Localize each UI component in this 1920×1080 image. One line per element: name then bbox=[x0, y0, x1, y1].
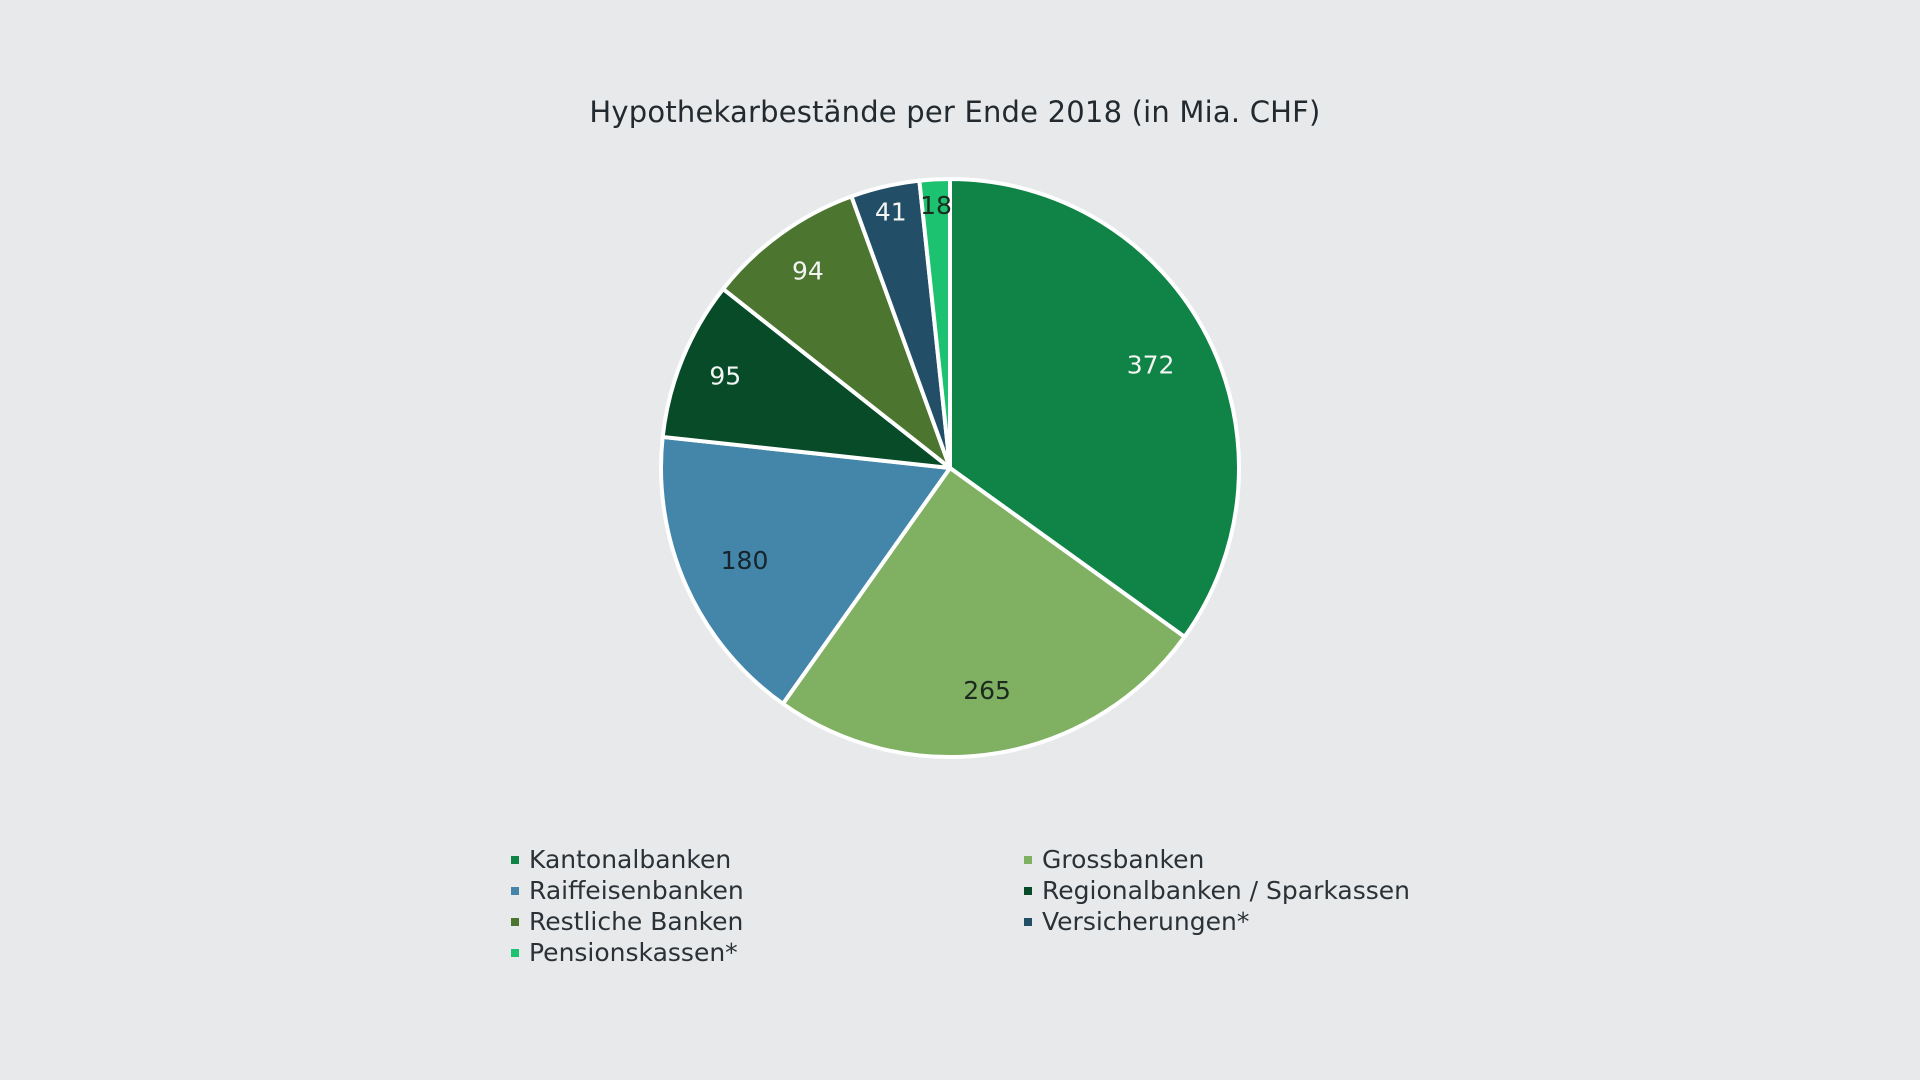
legend-label: Kantonalbanken bbox=[529, 845, 732, 874]
pie-label-restliche-banken: 94 bbox=[792, 257, 824, 286]
legend-swatch bbox=[511, 948, 519, 957]
legend-label: Grossbanken bbox=[1042, 845, 1205, 874]
legend-label: Restliche Banken bbox=[529, 907, 744, 936]
pie-slice-pensionskassen bbox=[917, 177, 952, 470]
pie-slice-regionalbanken-sparkassen bbox=[660, 286, 952, 470]
pie-slices bbox=[659, 177, 1241, 759]
pie-label-pensionskassen: 18 bbox=[920, 191, 952, 220]
legend-label: Pensionskassen* bbox=[529, 938, 738, 967]
legend-swatch bbox=[511, 855, 519, 864]
pie-label-regionalbanken-sparkassen: 95 bbox=[709, 362, 741, 391]
pie-slice-raiffeisenbanken bbox=[659, 434, 952, 706]
pie-label-kantonalbanken: 372 bbox=[1127, 351, 1175, 380]
legend-item-versicherungen: Versicherungen* bbox=[1024, 907, 1249, 936]
pie-label-grossbanken: 265 bbox=[963, 676, 1011, 705]
pie-slice-grossbanken bbox=[780, 466, 1187, 759]
legend-swatch bbox=[511, 917, 519, 926]
legend-label: Versicherungen* bbox=[1042, 907, 1250, 936]
legend-label: Raiffeisenbanken bbox=[529, 876, 744, 905]
legend-item-grossbanken: Grossbanken bbox=[1024, 845, 1204, 874]
legend-item-regionalbanken-sparkassen: Regionalbanken / Sparkassen bbox=[1024, 876, 1410, 905]
pie-label-raiffeisenbanken: 180 bbox=[721, 546, 769, 575]
legend-item-raiffeisenbanken: Raiffeisenbanken bbox=[511, 876, 744, 905]
legend-item-kantonalbanken: Kantonalbanken bbox=[511, 845, 731, 874]
legend-swatch bbox=[511, 886, 519, 895]
legend-swatch bbox=[1024, 855, 1032, 864]
pie-slice-restliche-banken bbox=[721, 194, 952, 470]
pie-label-versicherungen: 41 bbox=[875, 197, 907, 226]
legend-item-pensionskassen: Pensionskassen* bbox=[511, 938, 738, 967]
chart-title: Hypothekarbestände per Ende 2018 (in Mia… bbox=[589, 95, 1321, 129]
chart-legend: Kantonalbanken Grossbanken Raiffeisenbanke… bbox=[0, 845, 1920, 995]
pie-slice-kantonalbanken bbox=[948, 177, 1241, 639]
legend-item-restliche-banken: Restliche Banken bbox=[511, 907, 743, 936]
legend-swatch bbox=[1024, 886, 1032, 895]
legend-swatch bbox=[1024, 917, 1032, 926]
legend-label: Regionalbanken / Sparkassen bbox=[1042, 876, 1410, 905]
pie-labels: 372 265 180 95 94 41 18 bbox=[709, 191, 1174, 705]
